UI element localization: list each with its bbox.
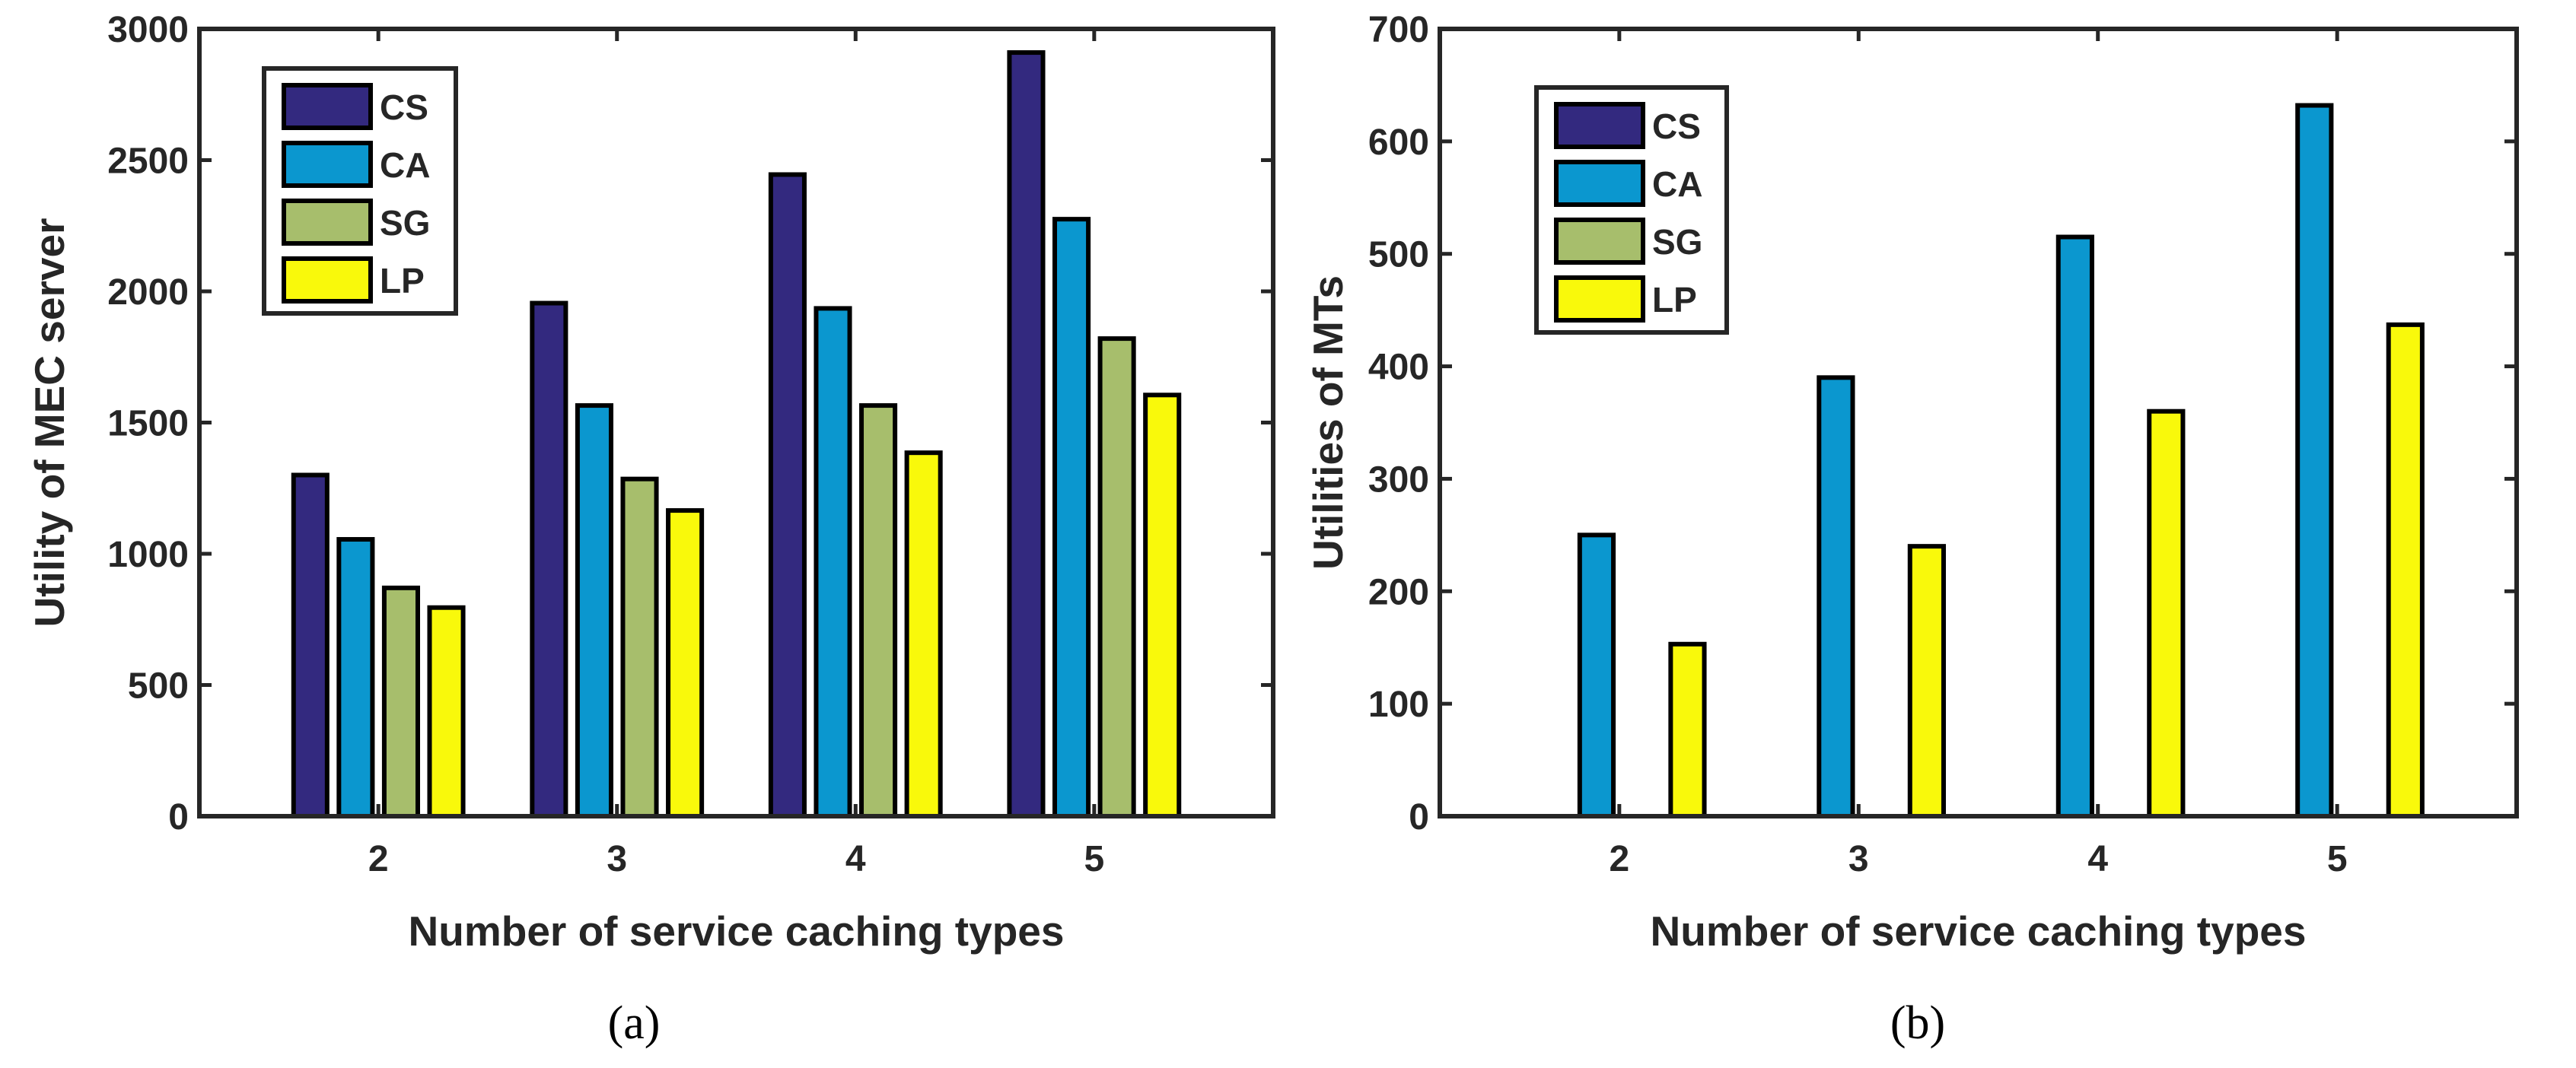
y-axis-label-a: Utility of MEC server	[26, 218, 73, 628]
plot-frame-b	[1438, 27, 2519, 818]
bar-lp-4	[904, 450, 943, 818]
legend-swatch-cs	[1554, 102, 1645, 149]
bar-ca-2	[1577, 532, 1616, 818]
legend-label-lp: LP	[1652, 280, 1697, 319]
bar-sg-5	[1097, 336, 1136, 819]
bar-ca-2	[336, 537, 375, 819]
bar-cs-3	[530, 300, 568, 818]
bar-cs-2	[291, 472, 330, 818]
bar-lp-5	[2386, 322, 2425, 819]
bar-ca-3	[575, 403, 613, 818]
y-tick-label: 2000	[107, 272, 189, 313]
x-tick-labels-b: 2 3 4 5	[1609, 839, 2347, 879]
bar-cs-4	[768, 172, 807, 819]
bar-lp-3	[1907, 544, 1946, 819]
x-tick-label: 5	[1084, 839, 1104, 879]
y-tick-label: 600	[1368, 122, 1429, 163]
bar-sg-3	[620, 476, 659, 818]
y-tick-label: 1000	[107, 535, 189, 575]
chart-b: 2 3 4 5 0 100 200 300 400 500 600 700 Number of se…	[1304, 10, 2519, 1049]
y-tick-label: 0	[168, 797, 189, 838]
x-tick-label: 3	[607, 839, 627, 879]
bar-lp-3	[666, 508, 705, 818]
y-tick-label: 300	[1368, 459, 1429, 500]
x-axis-label-b: Number of service caching types	[1651, 907, 2307, 955]
y-tick-label: 100	[1368, 685, 1429, 725]
y-tick-label: 200	[1368, 572, 1429, 612]
legend-swatch-cs	[282, 83, 373, 130]
legend-swatch-ca	[1554, 160, 1645, 207]
bar-ca-5	[1052, 217, 1091, 818]
legend-label-sg: SG	[1652, 222, 1702, 262]
x-tick-label: 2	[1609, 839, 1629, 879]
x-tick-label: 4	[2087, 839, 2108, 879]
bar-ca-4	[814, 306, 852, 818]
legend-swatch-lp	[1554, 275, 1645, 323]
bar-lp-2	[427, 605, 466, 818]
y-axis-label-b: Utilities of MTs	[1304, 275, 1352, 570]
y-tick-label: 3000	[107, 10, 189, 50]
bar-ca-4	[2055, 234, 2094, 818]
bar-sg-2	[381, 585, 420, 818]
axes-ticks-a	[199, 27, 1273, 818]
y-tick-labels-a: 0 500 1000 1500 2000 2500 3000	[107, 10, 189, 838]
bar-lp-4	[2147, 408, 2186, 818]
x-tick-labels-a: 2 3 4 5	[368, 839, 1104, 879]
legend-label-cs: CS	[380, 87, 428, 127]
legend-label-cs: CS	[1652, 106, 1701, 146]
x-tick-label: 5	[2327, 839, 2348, 879]
legend-swatch-sg	[1554, 218, 1645, 265]
chart-a: 2 3 4 5 0 500 1000 1500 2000 2500 3000 Number of …	[26, 10, 1275, 1049]
y-tick-label: 500	[128, 666, 189, 707]
x-axis-label-a: Number of service caching types	[409, 907, 1065, 955]
bar-lp-5	[1143, 393, 1182, 818]
y-tick-label: 700	[1368, 10, 1429, 50]
bar-lp-2	[1668, 641, 1707, 818]
y-tick-label: 0	[1409, 797, 1429, 838]
legend-swatch-ca	[282, 141, 373, 188]
legend-a: CS CA SG LP	[262, 66, 458, 316]
bar-ca-3	[1817, 375, 1855, 819]
x-tick-label: 2	[368, 839, 389, 879]
bar-cs-5	[1007, 50, 1046, 819]
y-tick-labels-b: 0 100 200 300 400 500 600 700	[1368, 10, 1429, 838]
y-tick-label: 1500	[107, 404, 189, 444]
y-tick-label: 400	[1368, 348, 1429, 388]
bar-sg-4	[859, 403, 898, 818]
x-tick-label: 3	[1848, 839, 1869, 879]
legend-label-ca: CA	[380, 145, 430, 185]
caption-a: (a)	[608, 997, 661, 1049]
legend-b: CS CA SG LP	[1534, 85, 1729, 335]
y-tick-label: 2500	[107, 141, 189, 182]
legend-swatch-sg	[282, 199, 373, 246]
caption-b: (b)	[1890, 997, 1945, 1049]
legend-swatch-lp	[282, 256, 373, 304]
bars-a	[291, 50, 1182, 819]
legend-label-ca: CA	[1652, 164, 1702, 204]
legend-label-lp: LP	[380, 261, 425, 300]
bar-ca-5	[2295, 103, 2334, 819]
x-tick-label: 4	[845, 839, 866, 879]
legend-label-sg: SG	[380, 203, 430, 243]
axes-ticks-b	[1440, 27, 2517, 818]
y-tick-label: 500	[1368, 235, 1429, 275]
